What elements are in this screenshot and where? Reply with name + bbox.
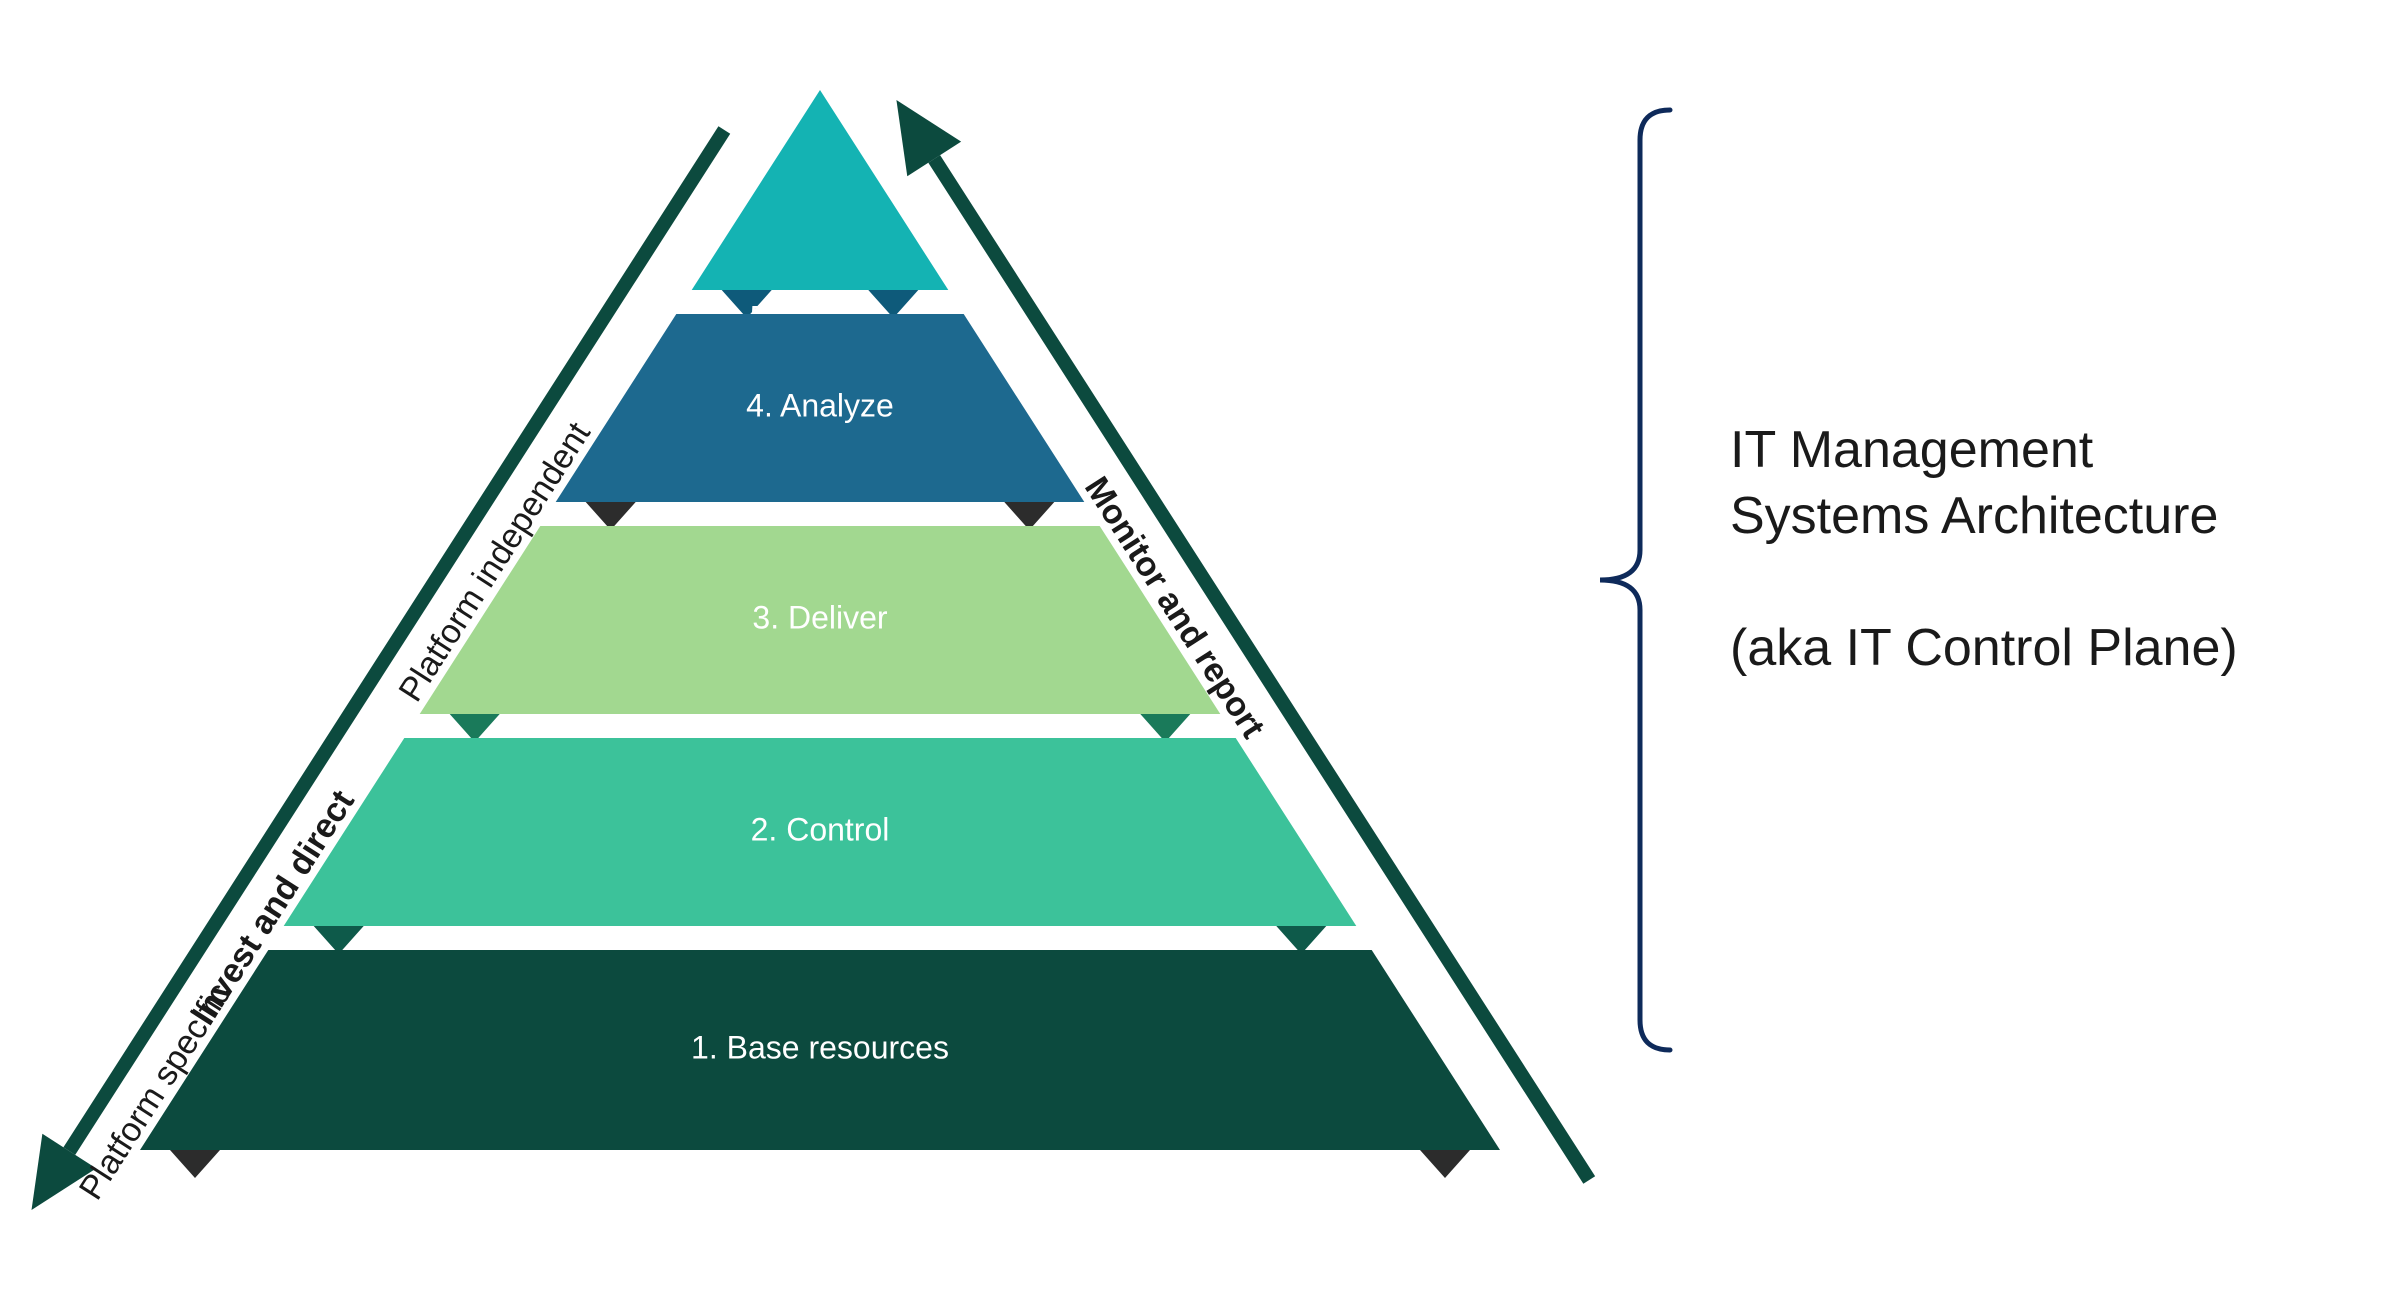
title-line-3: (aka IT Control Plane) [1730, 619, 2238, 677]
tier-5-foot-right [1420, 1150, 1470, 1178]
tier-4-foot-right [1276, 926, 1326, 954]
tier-2-label: 4. Analyze [746, 387, 894, 423]
title-line-0: IT Management [1730, 421, 2094, 479]
tier-3-foot-right [1140, 714, 1190, 742]
tier-4-foot-left [314, 926, 364, 954]
pyramid-diagram: 5. Govern4. Analyze3. Deliver2. Control1… [0, 0, 2396, 1289]
tier-2-foot-left [586, 502, 636, 530]
right-arrow-head [896, 100, 961, 176]
title-block: IT Management Systems Architecture (aka IT… [1730, 421, 2238, 677]
tier-2-foot-right [1004, 502, 1054, 530]
tier-4-label: 2. Control [751, 811, 890, 847]
right-bracket [1600, 110, 1670, 1050]
tier-5-label: 1. Base resources [691, 1029, 949, 1065]
tier-3-label: 3. Deliver [752, 599, 888, 635]
tier-5-foot-left [170, 1150, 220, 1178]
title-line-1: Systems Architecture [1730, 487, 2218, 545]
tier-3-foot-left [450, 714, 500, 742]
